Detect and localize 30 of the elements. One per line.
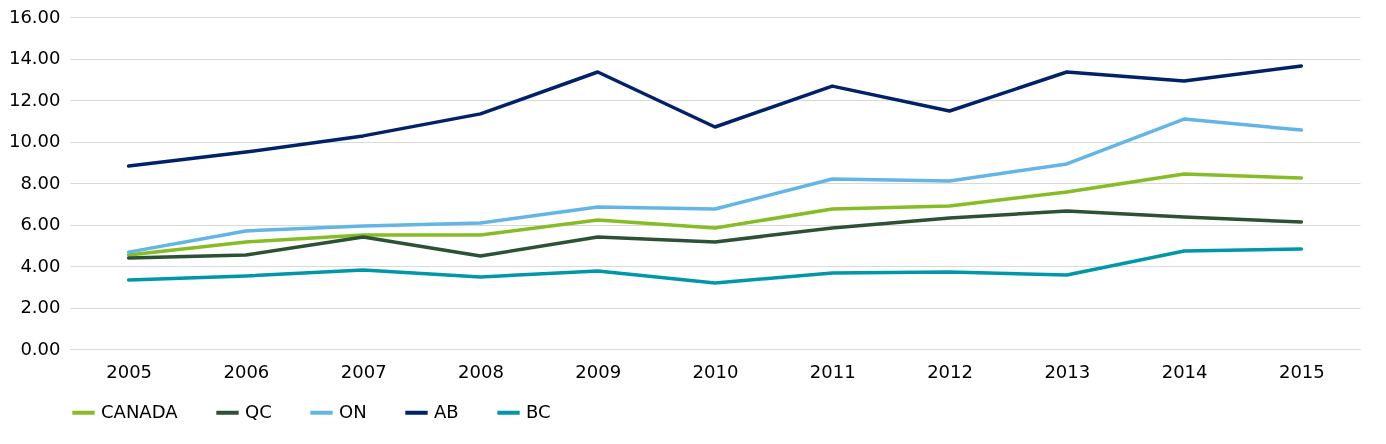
y-tick-label: 8.00 xyxy=(20,171,61,193)
y-tick-label: 0.00 xyxy=(20,337,61,359)
x-tick-label: 2011 xyxy=(809,360,856,382)
line-series xyxy=(126,209,1304,260)
x-tick-label: 2012 xyxy=(927,360,973,382)
x-tick-label: 2010 xyxy=(692,360,739,382)
y-tick-label: 6.00 xyxy=(20,213,61,234)
x-tick-label: 2013 xyxy=(1044,360,1091,382)
line-series xyxy=(126,64,1304,168)
y-tick-label: 12.00 xyxy=(8,88,61,110)
legend-label: QC xyxy=(245,400,272,422)
x-tick-label: 2009 xyxy=(575,360,622,382)
y-tick-label: 16.00 xyxy=(8,5,61,27)
line-series xyxy=(126,172,1304,257)
x-tick-label: 2007 xyxy=(340,360,387,382)
y-tick-label: 14.00 xyxy=(8,47,61,68)
y-tick-label: 2.00 xyxy=(20,296,61,317)
y-tick-label: 10.00 xyxy=(8,130,61,151)
line-series xyxy=(126,247,1304,285)
x-tick-label: 2014 xyxy=(1161,360,1208,382)
x-tick-label: 2005 xyxy=(106,360,153,382)
y-tick-label: 4.00 xyxy=(20,254,61,276)
legend-label: ON xyxy=(339,400,367,422)
legend-label: AB xyxy=(434,400,459,422)
legend-label: BC xyxy=(526,400,551,422)
x-tick-label: 2006 xyxy=(223,360,270,382)
legend-label: CANADA xyxy=(101,400,179,422)
line-series xyxy=(126,117,1304,254)
x-tick-label: 2015 xyxy=(1278,360,1325,382)
x-tick-label: 2008 xyxy=(458,360,504,382)
